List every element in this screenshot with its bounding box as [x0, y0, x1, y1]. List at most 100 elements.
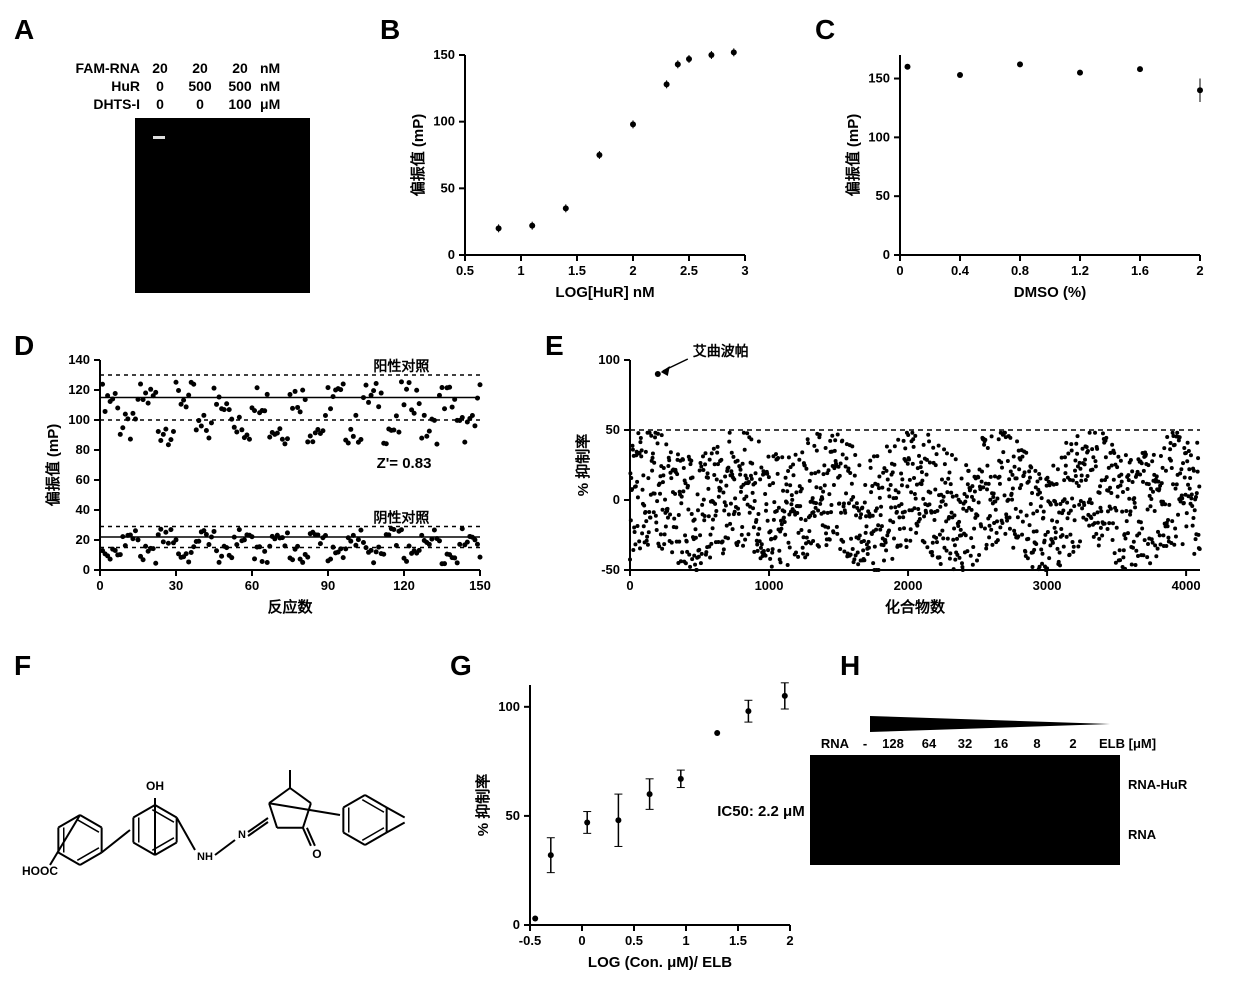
panel-a: FAM-RNA 20 20 20 nM HuR 0 500 500 nM DHT…: [40, 60, 340, 293]
svg-text:0.8: 0.8: [1011, 263, 1029, 278]
svg-text:N: N: [238, 829, 246, 841]
svg-text:50: 50: [606, 422, 620, 437]
svg-text:1.6: 1.6: [1131, 263, 1149, 278]
svg-text:120: 120: [68, 382, 90, 397]
hur-unit: nM: [260, 78, 300, 94]
dhts-unit: μM: [260, 96, 300, 112]
svg-text:100: 100: [433, 114, 455, 129]
svg-text:HOOC: HOOC: [22, 864, 58, 878]
rna-header: RNA: [810, 736, 855, 751]
dhts-v2: 100: [220, 96, 260, 112]
svg-text:-50: -50: [601, 562, 620, 577]
svg-text:100: 100: [498, 699, 520, 714]
famrna-v1: 20: [180, 60, 220, 76]
famrna-v2: 20: [220, 60, 260, 76]
svg-text:2: 2: [1196, 263, 1203, 278]
panel-d-svg: 0306090120150020406080100120140反应数偏振值 (m…: [30, 350, 510, 630]
svg-text:4000: 4000: [1172, 578, 1201, 593]
svg-text:-0.5: -0.5: [519, 933, 541, 948]
panel-h-label: H: [840, 650, 860, 682]
svg-text:2.5: 2.5: [680, 263, 698, 278]
svg-text:% 抑制率: % 抑制率: [574, 434, 592, 497]
panel-h-gel-image: [810, 755, 1120, 865]
svg-text:反应数: 反应数: [267, 598, 313, 616]
famrna-unit: nM: [260, 60, 300, 76]
panel-g-svg: -0.500.511.52050100LOG (Con. μM)/ ELB% 抑…: [460, 670, 840, 990]
gradient-triangle-icon: [870, 712, 1240, 742]
dhts-v0: 0: [140, 96, 180, 112]
svg-text:偏振值 (mP): 偏振值 (mP): [844, 114, 862, 197]
panel-a-row-hur: HuR 0 500 500 nM: [40, 78, 340, 94]
svg-text:150: 150: [469, 578, 491, 593]
svg-text:Z'= 0.83: Z'= 0.83: [377, 455, 432, 472]
svg-text:IC50: 2.2 μM: IC50: 2.2 μM: [717, 803, 805, 820]
svg-text:艾曲波帕: 艾曲波帕: [693, 343, 749, 359]
svg-text:0: 0: [96, 578, 103, 593]
svg-text:OH: OH: [146, 779, 164, 793]
svg-text:0: 0: [578, 933, 585, 948]
svg-text:0: 0: [83, 562, 90, 577]
famrna-v0: 20: [140, 60, 180, 76]
panel-f-label: F: [14, 650, 31, 682]
svg-text:0: 0: [448, 247, 455, 262]
rna-row-label: RNA: [1128, 827, 1156, 842]
svg-text:0: 0: [883, 247, 890, 262]
svg-text:30: 30: [169, 578, 183, 593]
panel-g-chart: -0.500.511.52050100LOG (Con. μM)/ ELB% 抑…: [460, 670, 840, 995]
svg-text:120: 120: [393, 578, 415, 593]
svg-text:1: 1: [682, 933, 689, 948]
panel-f-structure: HOOCOHNHNO: [20, 700, 440, 945]
svg-text:100: 100: [598, 352, 620, 367]
svg-text:150: 150: [433, 47, 455, 62]
svg-text:阴性对照: 阴性对照: [373, 510, 429, 526]
panel-b-svg: 0.511.522.53050100150LOG[HuR] nM偏振值 (mP): [395, 40, 775, 320]
svg-text:% 抑制率: % 抑制率: [474, 774, 492, 837]
svg-text:3: 3: [741, 263, 748, 278]
svg-text:60: 60: [76, 472, 90, 487]
svg-text:偏振值 (mP): 偏振值 (mP): [44, 424, 62, 507]
svg-text:2: 2: [786, 933, 793, 948]
svg-text:50: 50: [441, 180, 455, 195]
svg-text:1000: 1000: [755, 578, 784, 593]
svg-text:0: 0: [513, 917, 520, 932]
svg-text:0.5: 0.5: [625, 933, 643, 948]
svg-text:20: 20: [76, 532, 90, 547]
panel-a-row-famrna: FAM-RNA 20 20 20 nM: [40, 60, 340, 76]
svg-text:150: 150: [868, 71, 890, 86]
svg-text:2: 2: [629, 263, 636, 278]
panel-a-gel-image: [135, 118, 310, 293]
rna-hur-row-label: RNA-HuR: [1128, 777, 1187, 792]
svg-text:偏振值 (mP): 偏振值 (mP): [409, 114, 427, 197]
svg-text:O: O: [312, 847, 321, 861]
dhts-v1: 0: [180, 96, 220, 112]
svg-text:LOG[HuR] nM: LOG[HuR] nM: [555, 284, 654, 301]
svg-text:0: 0: [613, 492, 620, 507]
svg-text:3000: 3000: [1033, 578, 1062, 593]
hur-v1: 500: [180, 78, 220, 94]
panel-e-chart: 01000200030004000-50050100化合物数% 抑制率艾曲波帕: [560, 350, 1230, 635]
svg-text:100: 100: [868, 129, 890, 144]
panel-a-row-dhts: DHTS-I 0 0 100 μM: [40, 96, 340, 112]
svg-text:化合物数: 化合物数: [885, 598, 946, 616]
panel-e-svg: 01000200030004000-50050100化合物数% 抑制率艾曲波帕: [560, 350, 1230, 630]
svg-text:0.5: 0.5: [456, 263, 474, 278]
svg-text:2000: 2000: [894, 578, 923, 593]
svg-text:60: 60: [245, 578, 259, 593]
svg-text:0: 0: [896, 263, 903, 278]
panel-h: RNA - 128 64 32 16 8 2 ELB [μM] RNA-HuR …: [810, 720, 1230, 865]
svg-text:140: 140: [68, 352, 90, 367]
hur-label: HuR: [40, 78, 140, 94]
panel-b-chart: 0.511.522.53050100150LOG[HuR] nM偏振值 (mP): [395, 40, 775, 325]
panel-c-svg: 00.40.81.21.62050100150DMSO (%)偏振值 (mP): [830, 40, 1230, 320]
dhts-label: DHTS-I: [40, 96, 140, 112]
svg-text:50: 50: [876, 188, 890, 203]
svg-text:阳性对照: 阳性对照: [373, 358, 429, 374]
panel-a-label: A: [14, 14, 34, 46]
svg-text:1: 1: [517, 263, 524, 278]
svg-text:40: 40: [76, 502, 90, 517]
panel-d-chart: 0306090120150020406080100120140反应数偏振值 (m…: [30, 350, 510, 635]
svg-text:100: 100: [68, 412, 90, 427]
panel-f-svg: HOOCOHNHNO: [20, 700, 440, 940]
svg-text:DMSO (%): DMSO (%): [1014, 284, 1087, 301]
svg-text:80: 80: [76, 442, 90, 457]
